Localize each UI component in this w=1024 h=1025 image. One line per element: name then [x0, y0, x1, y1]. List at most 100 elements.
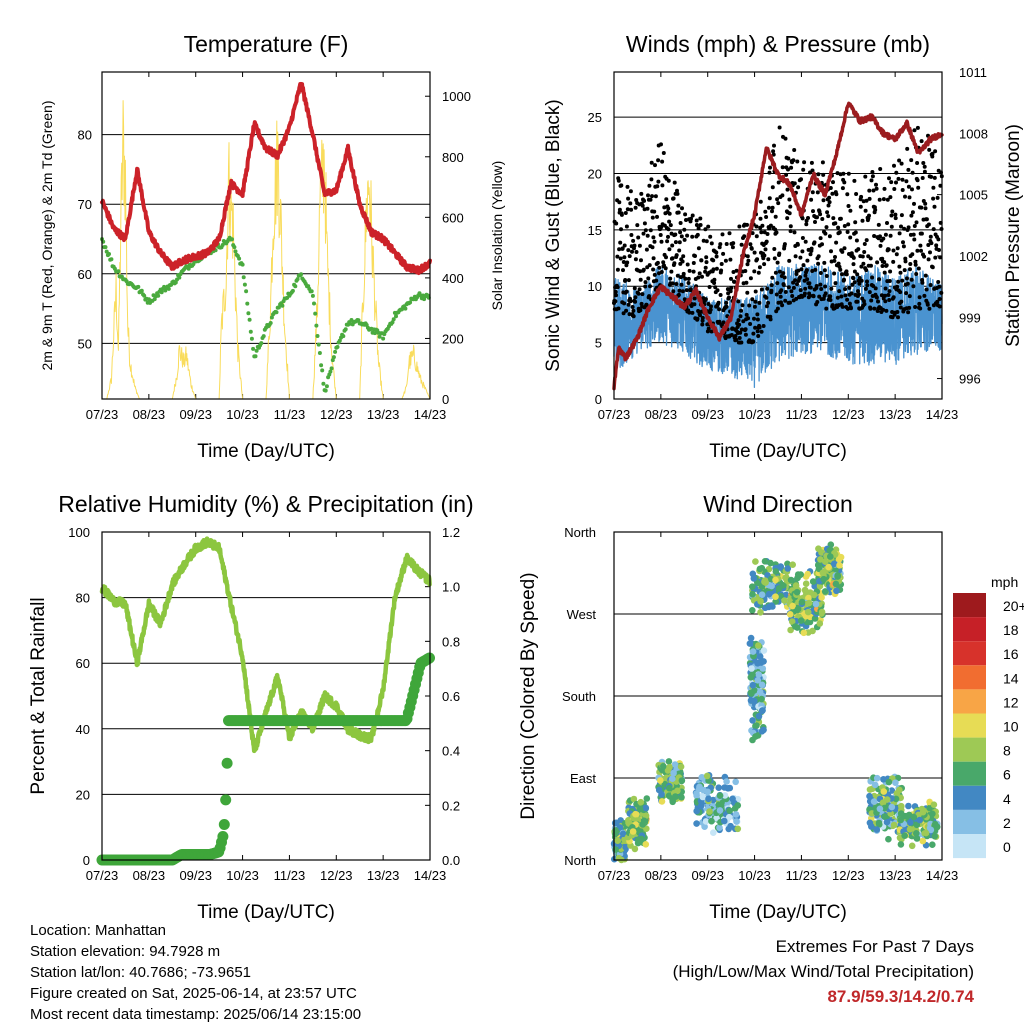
- gust-point: [673, 240, 678, 245]
- direction-point: [765, 603, 773, 611]
- direction-point: [818, 549, 825, 556]
- y2-tick-label: 200: [442, 331, 464, 346]
- gust-point: [708, 307, 713, 312]
- x-tick-label: 13/23: [367, 407, 400, 422]
- gust-point: [851, 255, 856, 260]
- gust-point: [638, 277, 643, 282]
- gust-point: [742, 234, 747, 239]
- gust-point: [690, 234, 695, 239]
- gust-point: [823, 284, 828, 289]
- gust-point: [725, 287, 730, 292]
- gust-point: [689, 216, 693, 221]
- gust-point: [861, 261, 866, 266]
- gust-point: [824, 274, 829, 278]
- gust-point: [932, 204, 937, 209]
- panel-title: Winds (mph) & Pressure (mb): [626, 31, 930, 57]
- gust-point: [748, 276, 753, 281]
- gust-point: [759, 329, 764, 334]
- gust-point: [785, 216, 790, 221]
- gust-point: [706, 326, 711, 331]
- dewpoint-point: [191, 262, 196, 267]
- direction-point: [612, 846, 619, 853]
- gust-point: [786, 285, 791, 290]
- gust-point: [766, 300, 771, 305]
- direction-point: [868, 823, 875, 830]
- direction-point: [642, 812, 650, 819]
- gust-point: [777, 125, 782, 130]
- gust-point: [775, 281, 780, 286]
- gust-point: [883, 293, 887, 298]
- direction-point: [761, 558, 769, 565]
- gust-point: [755, 329, 760, 334]
- gust-point: [746, 258, 751, 263]
- gust-point: [745, 290, 750, 295]
- y2-tick-label: 0: [442, 392, 449, 407]
- y-tick-label: West: [567, 607, 597, 622]
- gust-point: [769, 288, 774, 293]
- gust-point: [810, 168, 815, 173]
- gust-point: [873, 286, 878, 291]
- gust-point: [793, 278, 798, 283]
- gust-point: [871, 188, 876, 193]
- gust-point: [889, 180, 894, 185]
- gust-point: [730, 245, 735, 250]
- gust-point: [654, 278, 659, 283]
- direction-point: [708, 817, 715, 825]
- panel-1: Temperature (F) 07/23 08/23 09/23 10/23 11/23…: [39, 31, 505, 462]
- y-tick-label: 20: [588, 166, 602, 181]
- direction-point: [885, 778, 893, 786]
- gust-point: [671, 196, 676, 201]
- gust-point: [897, 264, 902, 269]
- gust-point: [891, 259, 896, 264]
- direction-point: [759, 665, 767, 672]
- gust-point: [695, 232, 700, 237]
- direction-point: [809, 627, 816, 635]
- direction-point: [619, 830, 627, 838]
- dewpoint-point: [343, 327, 348, 332]
- gust-point: [698, 313, 702, 318]
- y2-tick-label: 1011: [959, 65, 987, 80]
- gust-point: [643, 280, 648, 285]
- gust-point: [648, 228, 653, 233]
- gust-point: [750, 231, 755, 236]
- gust-point: [655, 184, 660, 189]
- gust-point: [905, 146, 910, 151]
- gust-point: [892, 187, 897, 191]
- gust-point: [923, 273, 928, 278]
- gust-point: [802, 160, 807, 165]
- direction-point: [772, 598, 779, 605]
- gust-point: [621, 268, 625, 273]
- gust-point: [854, 238, 859, 243]
- gust-point: [874, 295, 879, 300]
- y2-axis-label: Station Pressure (Maroon): [1003, 124, 1024, 347]
- direction-point: [890, 821, 898, 829]
- direction-point: [793, 588, 801, 596]
- gust-point: [847, 301, 852, 306]
- gust-point: [934, 243, 939, 248]
- direction-point: [749, 648, 757, 655]
- direction-point: [825, 563, 832, 571]
- gust-point: [714, 254, 719, 259]
- gust-point: [916, 266, 921, 271]
- gust-point: [620, 246, 625, 251]
- gust-point: [769, 283, 774, 288]
- gust-point: [724, 242, 729, 246]
- direction-point: [888, 787, 896, 794]
- x-tick-label: 10/23: [226, 407, 259, 422]
- direction-point: [757, 609, 764, 616]
- direction-point: [787, 576, 795, 584]
- gust-point: [914, 272, 919, 276]
- gust-point: [619, 227, 623, 232]
- y-tick-label: 20: [76, 787, 90, 802]
- gust-point: [788, 229, 793, 234]
- gust-point: [704, 255, 709, 260]
- colorbar-label: 10: [1003, 719, 1019, 735]
- gust-point: [631, 308, 636, 313]
- gust-point: [764, 295, 769, 300]
- direction-point: [897, 810, 905, 817]
- gust-point: [787, 211, 792, 216]
- direction-point: [643, 795, 651, 802]
- direction-point: [721, 792, 729, 799]
- x-tick-label: 09/23: [179, 868, 212, 883]
- dewpoint-point: [403, 306, 408, 311]
